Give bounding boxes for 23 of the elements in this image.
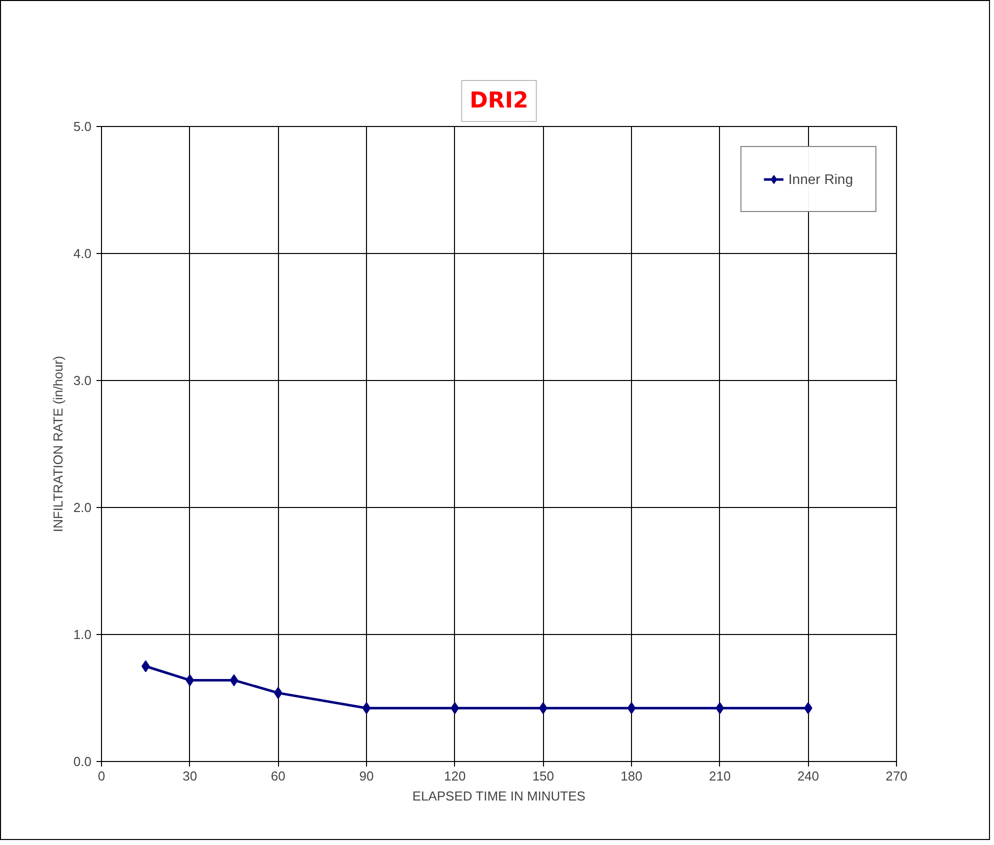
point <box>362 702 371 714</box>
y-tick-label: 5.0 <box>73 119 92 134</box>
x-tick-label: 60 <box>270 768 286 784</box>
x-tick-label: 0 <box>98 768 106 784</box>
legend-label: Inner Ring <box>788 171 853 187</box>
y-tick-label: 1.0 <box>73 627 92 642</box>
y-tick-label: 0.0 <box>73 754 92 769</box>
y-tick-label: 2.0 <box>73 500 92 515</box>
point <box>627 702 636 714</box>
chart-title: DRI2 <box>470 88 528 114</box>
x-tick-label: 180 <box>620 768 642 784</box>
x-tick-label: 240 <box>797 768 820 784</box>
x-axis-title: ELAPSED TIME IN MINUTES <box>412 788 586 804</box>
y-tick-label: 4.0 <box>73 246 92 261</box>
x-tick-label: 150 <box>532 768 554 784</box>
y-axis-title: INFILTRATION RATE (in/hour) <box>50 356 66 532</box>
y-tick-label: 3.0 <box>73 373 92 388</box>
x-tick-label: 270 <box>886 768 908 784</box>
x-tick-label: 210 <box>708 768 731 784</box>
x-tick-label: 30 <box>182 768 198 784</box>
x-tick-label: 120 <box>444 768 466 784</box>
point <box>230 674 238 686</box>
x-tick-label: 90 <box>359 768 374 784</box>
